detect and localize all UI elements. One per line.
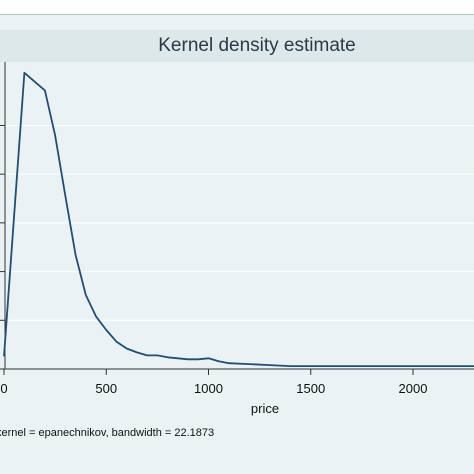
grid-layer — [6, 124, 474, 321]
density-line — [3, 71, 474, 368]
plot-region: 0 500 1000 1500 2000 — [0, 62, 474, 402]
x-tick-label: 0 — [0, 381, 7, 396]
window-top-border — [0, 0, 474, 15]
x-tick-label: 500 — [95, 381, 117, 396]
x-tick-label: 1500 — [296, 381, 325, 396]
title-background — [0, 30, 474, 62]
axis-layer — [0, 62, 474, 370]
x-axis-title: price — [250, 401, 280, 416]
kernel-note: kernel = epanechnikov, bandwidth = 22.18… — [0, 427, 215, 439]
x-tick-label: 2000 — [399, 381, 428, 396]
chart-svg: 0 500 1000 1500 2000 — [0, 62, 474, 396]
chart-title: Kernel density estimate — [158, 35, 356, 56]
tick-layer: 0 500 1000 1500 2000 — [0, 369, 427, 396]
x-tick-label: 1000 — [194, 381, 223, 396]
line-layer — [3, 71, 474, 368]
